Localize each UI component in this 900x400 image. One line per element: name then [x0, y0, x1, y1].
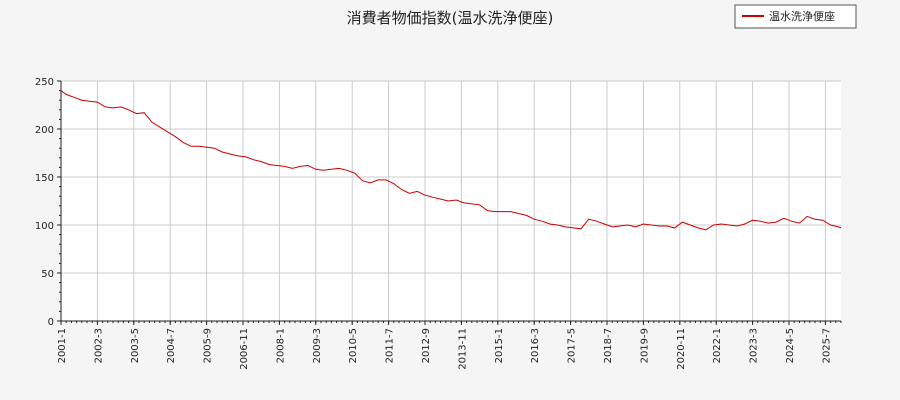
- x-tick-label: 2018-7: [603, 328, 614, 363]
- x-tick-label: 2012-9: [421, 328, 432, 363]
- y-tick-label: 0: [48, 317, 54, 328]
- axes: 0 50 100 150 200 250 2001-1 2002-3 2003-5 2004-7 2…: [35, 77, 842, 370]
- y-tick-label: 250: [35, 77, 54, 88]
- x-tick-label: 2008-1: [275, 328, 286, 363]
- chart-title: 消費者物価指数(温水洗浄便座): [346, 9, 554, 27]
- x-tick-label: 2010-5: [348, 328, 359, 363]
- x-tick-label: 2009-3: [312, 328, 323, 363]
- legend: 温水洗浄便座: [734, 4, 857, 29]
- x-tick-label: 2020-11: [676, 328, 687, 370]
- x-tick-label: 2023-3: [749, 328, 760, 363]
- x-tick-label: 2024-5: [785, 328, 796, 363]
- series-layer: [60, 90, 842, 231]
- x-tick-label: 2015-1: [494, 328, 505, 363]
- legend-label: 温水洗浄便座: [769, 9, 835, 23]
- x-tick-label: 2006-11: [239, 328, 250, 370]
- x-tick-label: 2019-9: [639, 328, 650, 363]
- x-tick-label: 2016-3: [530, 328, 541, 363]
- y-tick-label: 150: [35, 173, 54, 184]
- series-line-0: [60, 90, 842, 231]
- x-tick-label: 2004-7: [166, 328, 177, 363]
- y-tick-label: 50: [41, 269, 54, 280]
- x-tick-label: 2025-7: [821, 328, 832, 363]
- y-tick-label: 100: [35, 221, 54, 232]
- x-tick-label: 2013-11: [457, 328, 468, 370]
- x-tick-label: 2022-1: [712, 328, 723, 363]
- y-tick-label: 200: [35, 125, 54, 136]
- x-tick-label: 2011-7: [385, 328, 396, 363]
- x-tick-label: 2005-9: [203, 328, 214, 363]
- x-tick-label: 2003-5: [130, 328, 141, 363]
- x-tick-label: 2001-1: [57, 328, 68, 363]
- x-tick-label: 2002-3: [93, 328, 104, 363]
- legend-box: [734, 4, 857, 29]
- x-tick-label: 2017-5: [567, 328, 578, 363]
